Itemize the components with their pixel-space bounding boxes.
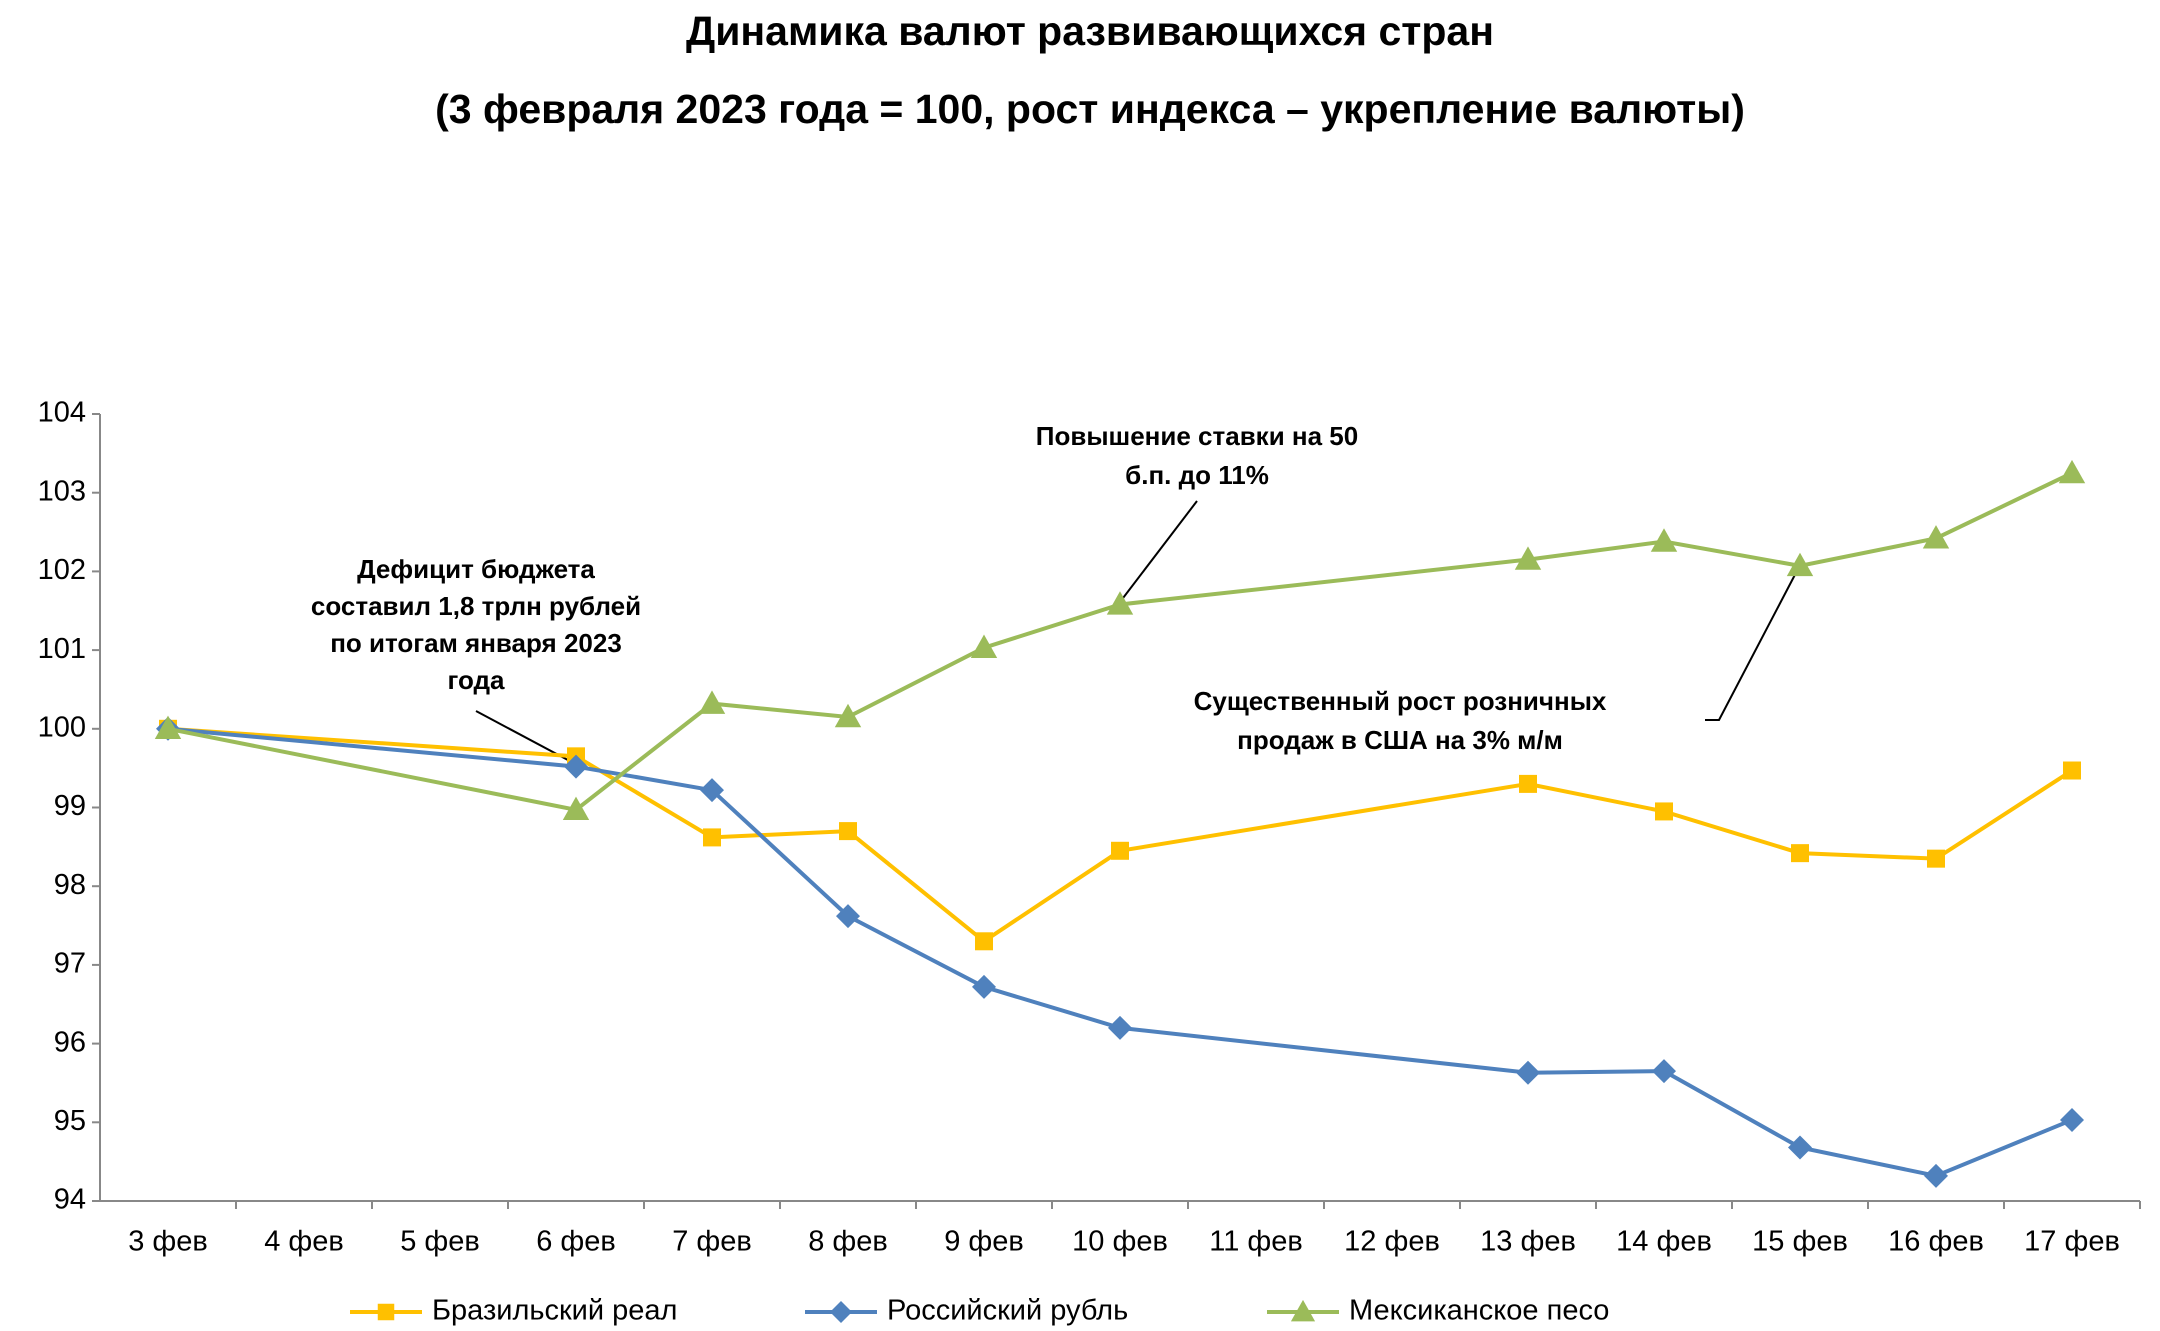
marker xyxy=(564,754,588,779)
x-tick-label: 16 фев xyxy=(1888,1226,1984,1258)
marker xyxy=(1516,1060,1540,1085)
y-tick-label: 100 xyxy=(38,711,86,743)
marker xyxy=(698,690,726,714)
x-tick-label: 10 фев xyxy=(1072,1226,1168,1258)
annotation: продаж в США на 3% м/м xyxy=(1237,725,1563,755)
marker xyxy=(1788,1135,1812,1160)
annotation-arrow xyxy=(475,710,582,768)
annotation: Дефицит бюджета xyxy=(357,554,595,584)
annotation-arrow xyxy=(1705,566,1800,721)
x-tick-label: 13 фев xyxy=(1480,1226,1576,1258)
x-tick-label: 17 фев xyxy=(2024,1226,2120,1258)
marker xyxy=(975,932,993,951)
marker xyxy=(1922,525,1950,549)
x-tick-label: 15 фев xyxy=(1752,1226,1848,1258)
legend-label: Мексиканское песо xyxy=(1349,1295,1609,1327)
marker xyxy=(1927,849,1945,868)
x-tick-label: 12 фев xyxy=(1344,1226,1440,1258)
marker xyxy=(834,703,862,728)
marker xyxy=(836,904,860,929)
y-tick-label: 94 xyxy=(54,1184,86,1216)
legend-marker xyxy=(1290,1299,1316,1322)
y-tick-label: 104 xyxy=(38,397,86,429)
x-tick-label: 7 фев xyxy=(672,1226,752,1258)
marker xyxy=(1650,528,1678,552)
annotation-arrow xyxy=(1119,500,1198,603)
marker xyxy=(1111,841,1129,860)
series-line xyxy=(167,726,2074,944)
marker xyxy=(154,715,182,739)
legend-label: Бразильский реал xyxy=(432,1295,677,1327)
annotation: года xyxy=(448,665,506,695)
marker xyxy=(2063,761,2081,780)
marker xyxy=(1652,1059,1676,1084)
y-tick-label: 101 xyxy=(38,633,86,665)
marker xyxy=(1786,552,1814,577)
chart-title: Динамика валют развивающихся стран xyxy=(686,8,1494,54)
x-tick-label: 11 фев xyxy=(1209,1226,1303,1258)
y-tick-label: 95 xyxy=(54,1105,86,1137)
marker xyxy=(1655,802,1673,821)
marker xyxy=(2060,1107,2084,1132)
marker xyxy=(1106,591,1134,615)
y-tick-label: 102 xyxy=(38,554,86,586)
marker xyxy=(2058,459,2086,484)
marker xyxy=(1108,1015,1132,1040)
y-tick-label: 98 xyxy=(54,869,86,901)
x-tick-label: 9 фев xyxy=(944,1226,1024,1258)
annotation: Существенный рост розничных xyxy=(1194,686,1607,716)
x-tick-label: 14 фев xyxy=(1616,1226,1712,1258)
marker xyxy=(1514,546,1542,570)
x-tick-label: 5 фев xyxy=(400,1226,480,1258)
marker xyxy=(972,974,996,999)
legend-marker xyxy=(377,1303,395,1321)
marker xyxy=(562,796,590,821)
marker xyxy=(970,634,998,658)
y-tick-label: 97 xyxy=(54,948,86,980)
series-line xyxy=(167,726,2073,1178)
legend-label: Российский рубль xyxy=(887,1295,1128,1327)
marker xyxy=(1791,844,1809,863)
x-tick-label: 8 фев xyxy=(808,1226,888,1258)
marker xyxy=(703,828,721,847)
annotation: Повышение ставки на 50 xyxy=(1036,421,1358,451)
annotation: б.п. до 11% xyxy=(1125,460,1269,490)
y-tick-label: 96 xyxy=(54,1026,86,1058)
legend-marker xyxy=(830,1301,852,1323)
marker xyxy=(700,778,724,803)
marker xyxy=(1924,1163,1948,1188)
chart-subtitle: (3 февраля 2023 года = 100, рост индекса… xyxy=(435,86,1745,132)
y-tick-label: 99 xyxy=(54,790,86,822)
x-tick-label: 4 фев xyxy=(264,1226,344,1258)
marker xyxy=(1519,774,1537,793)
x-tick-label: 6 фев xyxy=(536,1226,616,1258)
y-tick-label: 103 xyxy=(38,475,86,507)
marker xyxy=(839,822,857,841)
annotation: составил 1,8 трлн рублей xyxy=(311,591,641,621)
x-tick-label: 3 фев xyxy=(128,1226,208,1258)
annotation: по итогам января 2023 xyxy=(330,628,622,658)
